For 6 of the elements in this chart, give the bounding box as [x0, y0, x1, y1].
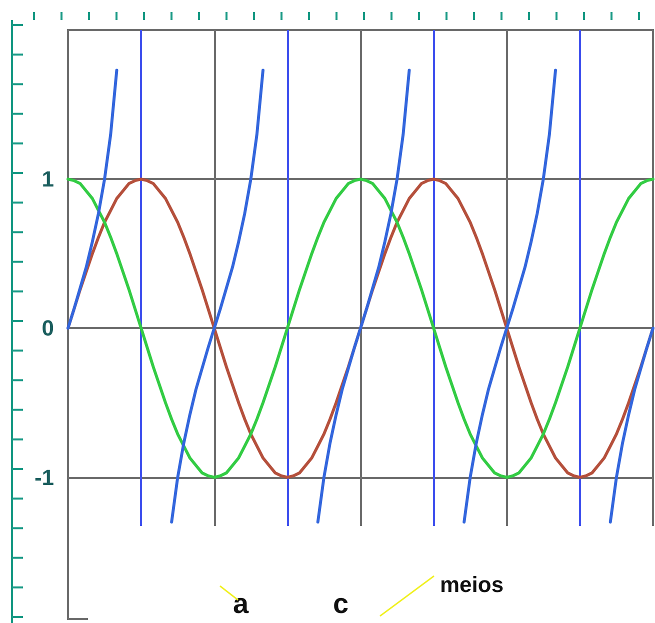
- annotation: a: [233, 588, 249, 620]
- y-tick-label: -1: [34, 464, 54, 490]
- annotation: meios: [440, 572, 504, 598]
- y-tick-label: 1: [42, 166, 54, 192]
- y-tick-label: 0: [42, 316, 54, 341]
- annotation: c: [333, 588, 349, 620]
